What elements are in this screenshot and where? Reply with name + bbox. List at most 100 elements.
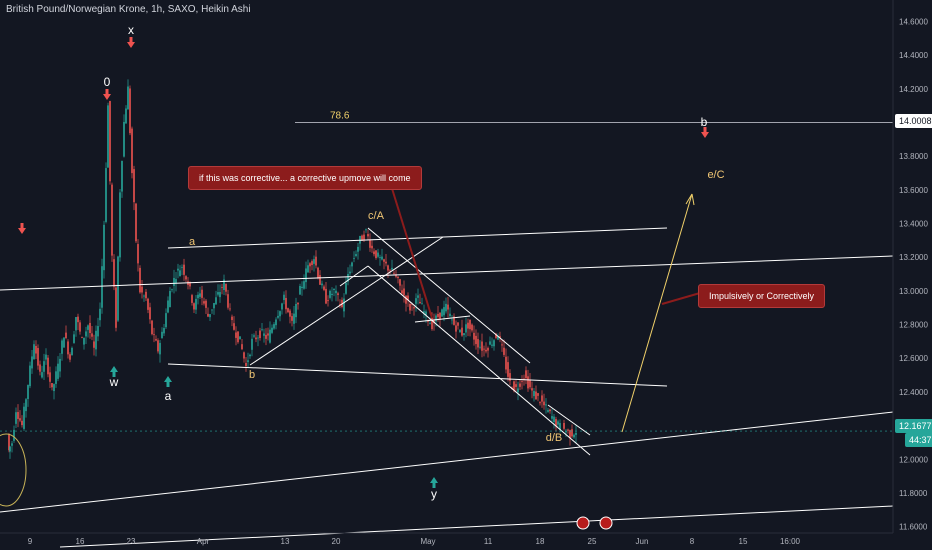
candle-body: [347, 274, 349, 282]
candle-body: [345, 282, 347, 294]
candle-body: [491, 344, 493, 346]
candle-body: [391, 267, 393, 270]
candle-body: [17, 412, 19, 419]
trendline: [367, 265, 591, 456]
candle-body: [431, 317, 433, 330]
candle-body: [517, 388, 519, 393]
candle-body: [465, 324, 467, 333]
wave-label: b: [249, 369, 255, 381]
y-tick-label: 13.2000: [899, 253, 928, 262]
candle-body: [361, 235, 363, 241]
callout-pointer: [389, 181, 433, 319]
candle-body: [207, 313, 209, 317]
candle-body: [497, 336, 499, 340]
candle-body: [293, 313, 295, 324]
candle-body: [539, 402, 541, 404]
candle-body: [25, 399, 27, 412]
candle-body: [447, 304, 449, 310]
candle-body: [487, 347, 489, 351]
candle-body: [197, 294, 199, 299]
wave-label: c/A: [368, 210, 385, 222]
sell-arrow-icon: [18, 223, 26, 234]
candle-body: [145, 291, 147, 299]
sell-arrow-icon: [103, 89, 111, 100]
candle-body: [87, 325, 89, 330]
candle-body: [219, 292, 221, 298]
candle-body: [495, 333, 497, 338]
candle-body: [425, 311, 427, 316]
trendline: [249, 236, 444, 366]
event-marker-icon: [576, 516, 590, 530]
candle-body: [339, 304, 341, 306]
candle-body: [421, 303, 423, 305]
candle-body: [523, 378, 525, 380]
candle-body: [135, 203, 137, 242]
candle-body: [39, 364, 41, 372]
candle-body: [543, 401, 545, 406]
candle-body: [49, 372, 51, 382]
candle-body: [441, 309, 443, 317]
candle-body: [69, 354, 71, 360]
candle-body: [455, 325, 457, 332]
candle-body: [537, 393, 539, 396]
candle-body: [329, 290, 331, 298]
candle-body: [319, 275, 321, 285]
candle-body: [119, 192, 121, 258]
candle-body: [81, 337, 83, 339]
candle-body: [401, 290, 403, 294]
candle-body: [451, 319, 453, 321]
trendline: [0, 411, 894, 513]
candle-body: [493, 340, 495, 347]
candle-body: [97, 326, 99, 337]
candle-body: [573, 434, 575, 438]
candle-body: [185, 276, 187, 280]
candle-body: [299, 286, 301, 295]
y-tick-label: 13.0000: [899, 287, 928, 296]
candle-body: [445, 303, 447, 312]
candle-body: [551, 416, 553, 419]
candle-body: [269, 329, 271, 343]
candle-body: [149, 307, 151, 320]
candle-body: [463, 333, 465, 336]
candle-body: [403, 288, 405, 296]
x-tick-label: Apr: [197, 537, 210, 546]
y-tick-label: 13.6000: [899, 186, 928, 195]
candle-body: [91, 333, 93, 337]
candle-body: [295, 303, 297, 318]
candle-body: [73, 334, 75, 343]
highlight-ellipse: [0, 433, 27, 507]
candle-body: [221, 287, 223, 288]
callout-corrective[interactable]: if this was corrective... a corrective u…: [188, 166, 422, 190]
candle-body: [377, 252, 379, 257]
candle-body: [415, 298, 417, 304]
trendline: [167, 363, 668, 387]
candle-body: [189, 282, 191, 287]
candle-body: [499, 336, 501, 338]
callout-impulsive[interactable]: Impulsively or Correctively: [698, 284, 826, 308]
candle-body: [439, 312, 441, 319]
candle-body: [57, 363, 59, 379]
candle-body: [381, 256, 383, 260]
candle-body: [461, 327, 463, 336]
candle-body: [333, 288, 335, 291]
candle-body: [513, 381, 515, 391]
candle-body: [301, 286, 303, 289]
candle-body: [271, 327, 273, 333]
candle-body: [109, 101, 111, 182]
candle-body: [417, 295, 419, 298]
candle-body: [115, 287, 117, 328]
candle-body: [21, 420, 23, 426]
candle-body: [397, 276, 399, 279]
candle-body: [521, 381, 523, 382]
candle-body: [567, 429, 569, 431]
candle-body: [509, 373, 511, 381]
candle-body: [83, 337, 85, 345]
candle-body: [385, 261, 387, 264]
candle-body: [93, 341, 95, 348]
projection-arrow: [621, 193, 693, 433]
candle-body: [215, 297, 217, 305]
candle-body: [383, 259, 385, 262]
candle-body: [103, 224, 105, 271]
candle-body: [541, 395, 543, 402]
